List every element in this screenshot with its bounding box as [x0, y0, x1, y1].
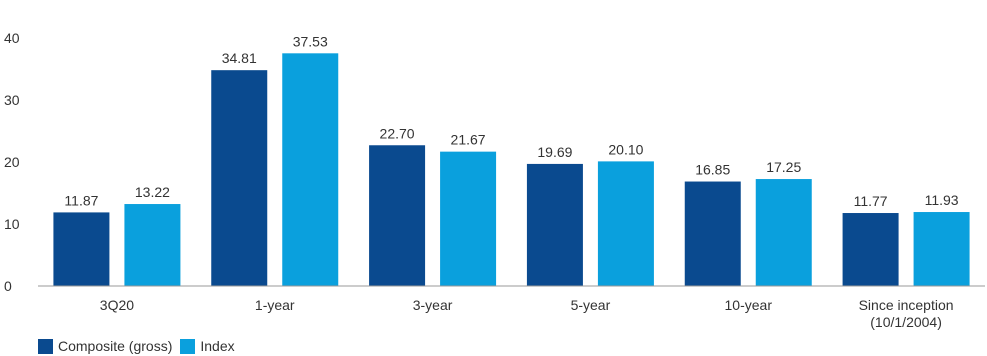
- y-tick-label: 40: [4, 30, 20, 46]
- bar-composite: [684, 181, 741, 286]
- legend-label-index: Index: [200, 338, 235, 354]
- bar-composite: [526, 163, 583, 286]
- x-category-label: 3Q20: [100, 297, 134, 313]
- x-category-label: 3-year: [413, 297, 453, 313]
- y-tick-label: 10: [4, 216, 20, 232]
- bar-index: [282, 53, 339, 287]
- bar-composite: [842, 213, 899, 286]
- data-label-composite: 11.77: [854, 193, 888, 209]
- data-label-composite: 11.87: [64, 192, 98, 208]
- data-label-index: 17.25: [766, 159, 801, 175]
- x-category-label: 1-year: [255, 297, 295, 313]
- data-label-composite: 16.85: [695, 162, 730, 178]
- x-category-label: 10-year: [725, 297, 773, 313]
- data-label-index: 37.53: [293, 33, 328, 49]
- bar-index: [440, 151, 497, 286]
- x-category-label: Since inception (10/1/2004): [859, 297, 954, 330]
- bar-composite: [53, 212, 110, 286]
- y-tick-label: 20: [4, 154, 20, 170]
- bar-index: [597, 161, 654, 286]
- legend-item-composite: Composite (gross): [38, 338, 172, 354]
- legend-swatch-index: [180, 338, 196, 354]
- bar-index: [755, 179, 812, 286]
- bar-composite: [211, 70, 268, 286]
- data-label-composite: 34.81: [222, 50, 257, 66]
- data-label-index: 13.22: [135, 184, 170, 200]
- x-axis: 3Q20 1-year 3-year 5-year 10-year Since incep…: [38, 285, 985, 330]
- bars: [53, 53, 970, 287]
- y-axis: 0 10 20 30 40: [4, 30, 20, 294]
- data-label-composite: 19.69: [537, 144, 572, 160]
- data-label-index: 11.93: [925, 192, 959, 208]
- legend: Composite (gross) Index: [38, 338, 243, 354]
- y-tick-label: 0: [4, 278, 12, 294]
- x-category-label: 5-year: [571, 297, 611, 313]
- legend-item-index: Index: [180, 338, 235, 354]
- legend-swatch-composite: [38, 338, 53, 354]
- legend-label-composite: Composite (gross): [58, 338, 173, 354]
- bar-index: [913, 212, 970, 286]
- bar-composite: [369, 145, 426, 286]
- y-tick-label: 30: [4, 92, 20, 108]
- data-label-index: 21.67: [451, 132, 486, 148]
- data-label-composite: 22.70: [380, 125, 415, 141]
- data-labels: 11.87 13.22 34.81 37.53 22.70 21.67 19.69 20.10…: [64, 33, 958, 209]
- bar-index: [124, 204, 181, 286]
- data-label-index: 20.10: [608, 141, 643, 157]
